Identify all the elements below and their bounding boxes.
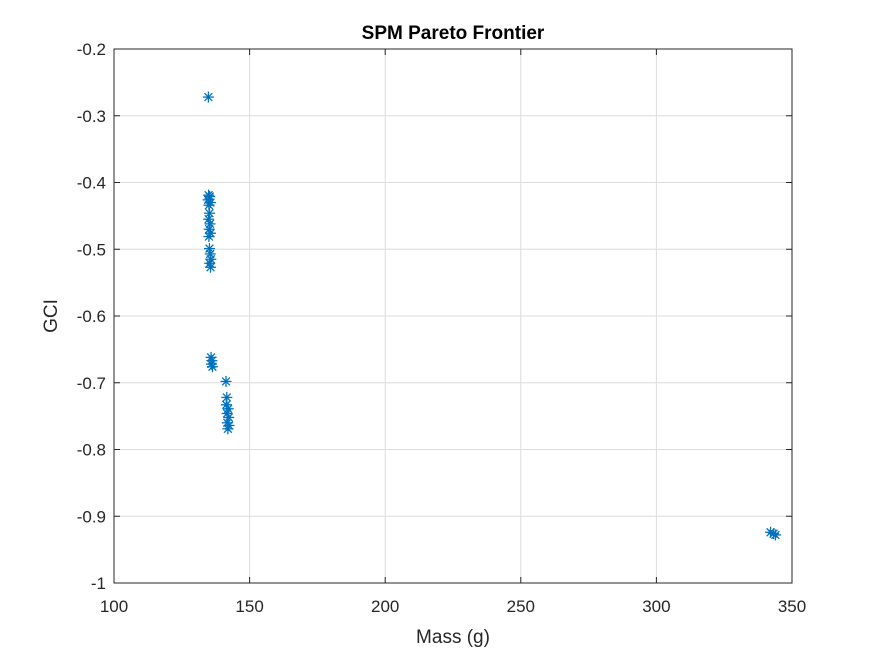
y-tick-label: -1 (91, 574, 106, 593)
y-tick-label: -0.5 (77, 240, 106, 259)
y-tick-label: -0.3 (77, 107, 106, 126)
ticks: 100 150 200 250 300 350 -1 -0.9 -0.8 -0.7 -0.6 -0.5… (77, 40, 806, 616)
x-tick-label: 150 (235, 597, 263, 616)
data-point (203, 231, 215, 243)
y-tick-label: -0.6 (77, 307, 106, 326)
grid (114, 49, 792, 583)
data-point (205, 261, 217, 273)
chart-title: SPM Pareto Frontier (362, 23, 545, 44)
y-tick-label: -0.9 (77, 507, 106, 526)
data-point (222, 423, 234, 435)
y-tick-label: -0.4 (77, 174, 106, 193)
data-point (202, 91, 214, 103)
y-tick-label: -0.7 (77, 374, 106, 393)
x-tick-label: 100 (100, 597, 128, 616)
data-point (769, 529, 781, 541)
y-tick-label: -0.8 (77, 441, 106, 460)
x-tick-label: 250 (507, 597, 535, 616)
data-point (223, 411, 235, 423)
data-point (220, 375, 232, 387)
y-tick-label: -0.2 (77, 40, 106, 59)
data-points (202, 91, 781, 541)
x-tick-label: 350 (778, 597, 806, 616)
x-tick-label: 200 (371, 597, 399, 616)
x-axis-label: Mass (g) (416, 627, 490, 648)
data-point (206, 361, 218, 373)
x-tick-label: 300 (642, 597, 670, 616)
y-axis-label: GCI (41, 299, 62, 333)
